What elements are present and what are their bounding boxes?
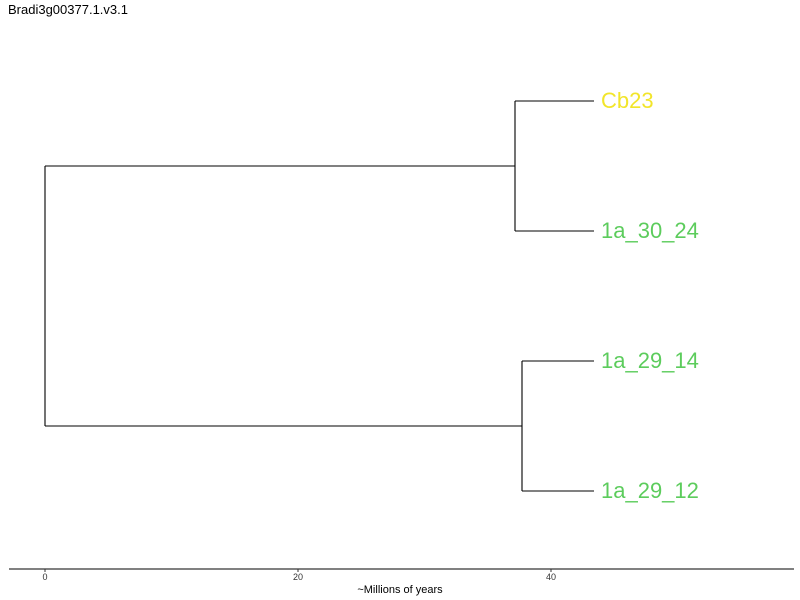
axis-title: ~Millions of years (357, 584, 443, 596)
tip-label: 1a_30_24 (601, 218, 699, 243)
tip-labels: Cb23 1a_30_24 1a_29_14 1a_29_12 (601, 88, 699, 503)
axis-tick-label: 0 (42, 572, 47, 582)
plot-title: Bradi3g00377.1.v3.1 (8, 2, 128, 17)
tip-label: 1a_29_12 (601, 478, 699, 503)
tree-branches (44, 100, 594, 492)
time-axis: 0 20 40 ~Millions of years (9, 568, 794, 596)
axis-tick-label: 20 (293, 572, 303, 582)
tip-label: Cb23 (601, 88, 654, 113)
tip-label: 1a_29_14 (601, 348, 699, 373)
axis-tick-label: 40 (546, 572, 556, 582)
